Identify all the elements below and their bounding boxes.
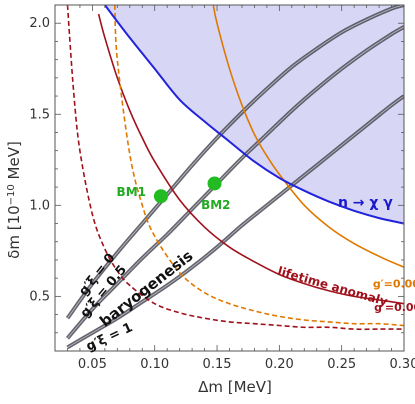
y-axis-title: δm [10−10 MeV]	[5, 141, 23, 259]
series-line-0-band-core	[67, 5, 404, 319]
annotation-label-9: BM2	[201, 198, 230, 212]
y-tick-label: 2.0	[29, 16, 50, 31]
annotation-label-8: BM1	[117, 185, 146, 199]
x-tick-label: 0.15	[203, 357, 232, 372]
y-tick-label: 1.0	[29, 198, 50, 213]
y-tick-label: 1.5	[29, 107, 50, 122]
x-tick-label: 0.25	[327, 357, 356, 372]
x-tick-label: 0.05	[78, 357, 107, 372]
excluded-region-fill	[104, 5, 404, 224]
x-tick-label: 0.20	[265, 357, 294, 372]
y-tick-label: 0.5	[29, 289, 50, 304]
annotation-label-0: n → χ γ	[338, 195, 393, 211]
x-tick-label: 0.10	[140, 357, 169, 372]
benchmark-point-1	[153, 189, 168, 204]
excluded-region-boundary	[104, 5, 404, 225]
benchmark-point-2	[207, 176, 222, 191]
annotation-label-3: g′=0.001	[374, 301, 415, 314]
annotation-label-2: g′=0.002	[373, 277, 415, 290]
x-tick-label: 0.30	[390, 357, 415, 372]
series-line-3	[97, 13, 404, 305]
x-axis-title: Δm [MeV]	[198, 378, 272, 396]
series-line-2-band-core	[67, 95, 404, 348]
series-line-5	[212, 5, 404, 268]
series-line-6	[114, 5, 404, 327]
series-line-1-band-core	[67, 26, 404, 339]
